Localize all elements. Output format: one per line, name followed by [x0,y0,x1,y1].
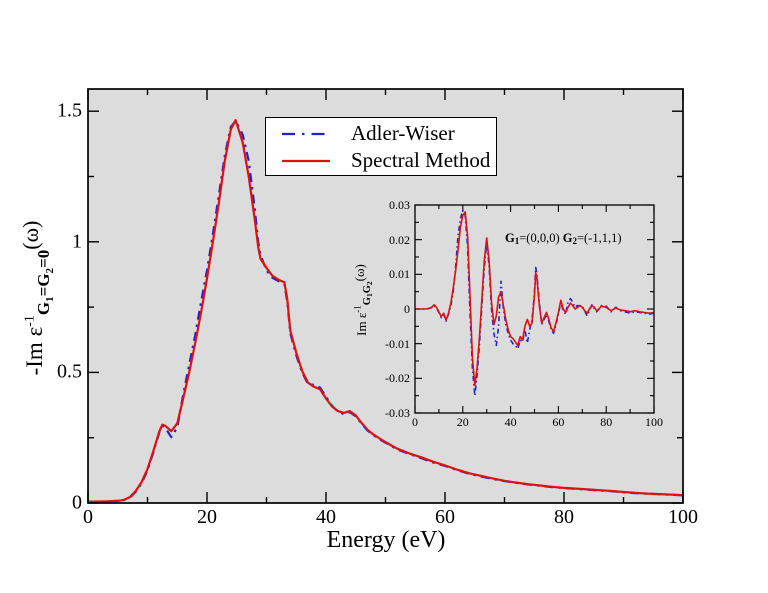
y-tick-label: -0.03 [385,405,410,420]
y-tick-label: 0 [72,491,82,514]
main-x-axis-title: Energy (eV) [326,527,446,553]
legend-item-spectral-method: Spectral Method [266,147,496,174]
legend-line-dashed-icon [282,132,330,135]
series-spectral-method [87,118,684,503]
inset-g2: G [362,285,373,294]
inset-ylabel-base: Im ε [354,312,369,336]
y-tick-label: 0.03 [389,197,410,212]
y-tick-label: 0 [404,301,410,316]
x-tick-label: 100 [645,415,663,429]
y-tick-label: 0.02 [389,232,410,247]
series-spectral-method [415,211,655,387]
x-tick-label: 40 [504,415,517,429]
inset-ylabel-power: -1 [352,305,363,313]
x-tick-label: 60 [435,506,455,528]
x-tick-label: 40 [316,506,336,528]
y-tick-label: -0.02 [385,371,410,386]
inset-g1-index: 1 [365,293,374,298]
inset-g1: G [362,297,373,306]
equals: = [34,286,53,297]
x-tick-label: 100 [668,506,698,528]
main-y-axis-title-text: -Im ε-1G1=G2=0(ω) [18,221,56,376]
g2: G [34,273,53,287]
ylabel-power: -1 [22,315,38,327]
legend-box: Adler-Wiser Spectral Method [265,117,497,176]
ylabel-subscript: G1=G2=0 [34,249,56,316]
inset-y-axis-title-text: Im ε-1G1G2(ω) [352,264,374,336]
annotation-g2-value: =(-1,1,1) [576,231,622,245]
inset-annotation: G1=(0,0,0) G2=(-1,1,1) [505,231,622,247]
inset-ylabel-omega: (ω) [352,264,367,282]
legend-label: Spectral Method [351,148,491,172]
x-tick-label: 20 [456,415,469,429]
ylabel-base: -Im ε [22,326,47,376]
annotation-g1-value: =(0,0,0) [519,231,563,245]
x-tick-label: 0 [412,415,418,429]
annotation-g2-letter: G [562,231,573,245]
legend-item-adler-wiser: Adler-Wiser [266,120,496,147]
y-tick-label: -0.01 [385,336,410,351]
g2-index: 2 [44,267,56,274]
y-tick-label: 1.5 [57,99,82,122]
annotation-g1-letter: G [505,231,515,245]
g1: G [34,301,53,316]
annotation-g2: G2 [562,231,577,246]
inset-g2-index: 2 [365,281,374,286]
y-tick-label: 0.5 [57,360,82,383]
x-tick-label: 60 [552,415,565,429]
annotation-g2-index: 2 [572,236,577,246]
annotation-g1-index: 1 [514,236,520,246]
annotation-g1: G1 [505,231,520,246]
x-tick-label: 20 [197,506,217,528]
x-tick-label: 80 [600,415,613,429]
ylabel-omega: (ω) [18,220,43,250]
y-tick-label: 1 [72,230,82,253]
y-tick-label: 0.01 [389,267,410,282]
inset-ylabel-subscript: G1G2 [362,281,374,306]
x-tick-label: 80 [554,506,574,528]
legend-label: Adler-Wiser [351,121,455,145]
g1-index: 1 [44,296,56,302]
x-tick-label: 0 [83,506,93,528]
legend-line-solid-icon [282,159,330,162]
equals-zero: =0 [34,249,53,268]
